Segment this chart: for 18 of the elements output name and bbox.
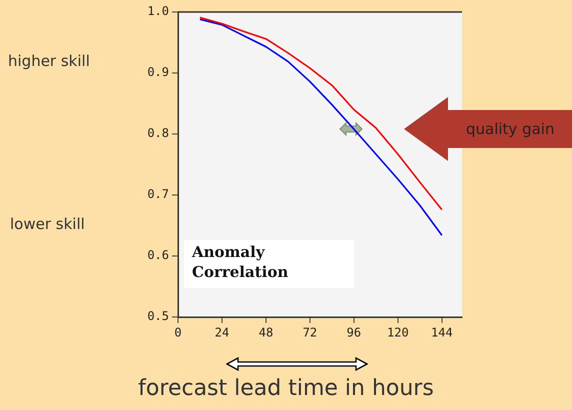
x-axis-title: forecast lead time in hours (137, 376, 435, 401)
x-tick-label: 0 (174, 325, 182, 340)
y-tick-label: 1.0 (147, 4, 169, 18)
x-tick-label: 96 (346, 325, 362, 340)
x-tick-label: 24 (214, 325, 230, 340)
y-tick-label: 0.6 (147, 248, 169, 262)
y-tick-label: 0.7 (147, 187, 169, 202)
text: lower skill (10, 215, 85, 233)
y-tick-label: 0.9 (147, 65, 169, 80)
x-tick-label: 72 (302, 325, 318, 340)
y-tick-label: 0.5 (147, 309, 169, 324)
text: quality gain (466, 120, 554, 138)
text: higher skill (8, 52, 90, 70)
x-tick-label: 120 (387, 325, 409, 340)
y-tick-label: 0.8 (147, 126, 169, 140)
x-tick-label: 144 (431, 325, 453, 340)
x-tick-label: 48 (258, 325, 274, 340)
text-box: Anomaly Correlation (184, 240, 354, 288)
